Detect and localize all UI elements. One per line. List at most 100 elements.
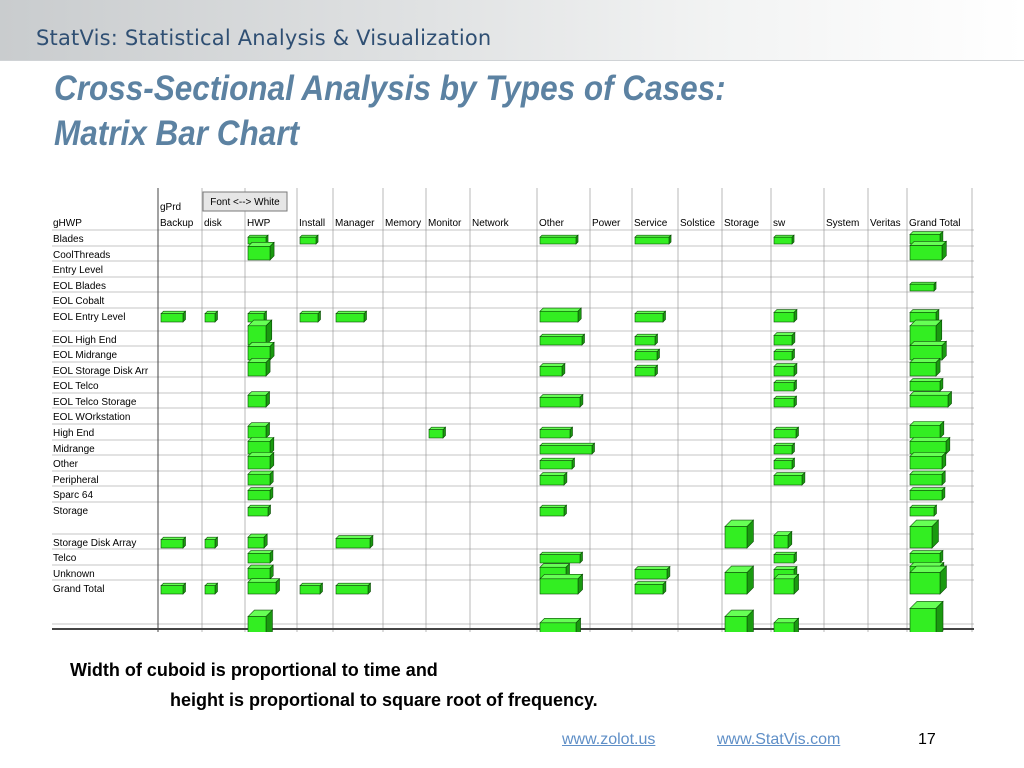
chart-background: [52, 188, 974, 632]
row-label: Grand Total: [53, 584, 105, 595]
cuboid-bar: [724, 609, 755, 632]
cuboid-front: [909, 394, 949, 408]
cuboid-top: [247, 470, 274, 475]
cuboid-front: [160, 539, 184, 549]
cuboid-side: [315, 234, 319, 245]
cuboid-bar: [247, 549, 274, 564]
font-toggle-button-bg: [202, 191, 288, 212]
row-label: Unknown: [53, 569, 95, 580]
font-toggle-button-label: Font <--> White: [210, 197, 280, 208]
cuboid-top: [773, 457, 796, 461]
zolot-link[interactable]: www.zolot.us: [562, 731, 656, 748]
row-label: Midrange: [53, 444, 95, 455]
cuboid-front: [773, 475, 803, 486]
cuboid-front: [247, 490, 271, 501]
cuboid-bar: [909, 340, 948, 361]
cuboid-bar: [247, 357, 271, 377]
cuboid-top: [909, 391, 953, 396]
row-label: EOL Telco: [53, 381, 99, 392]
cuboid-bar: [909, 600, 944, 632]
statvis-link[interactable]: www.StatVis.com: [717, 731, 841, 748]
cuboid-front: [909, 381, 941, 392]
cuboid-top: [539, 472, 568, 476]
cuboid-bar: [724, 565, 755, 595]
cuboid-front: [909, 425, 941, 439]
cuboid-bar: [773, 348, 796, 361]
font-toggle-button[interactable]: Font <--> White: [202, 191, 288, 212]
cuboid-bar: [909, 240, 948, 261]
cuboid-front: [247, 456, 271, 470]
chart-labels: gPrd gHWP Backup disk HWP Install Manager Mem…: [53, 202, 961, 595]
cuboid-front: [247, 346, 271, 361]
cuboid-top: [634, 364, 659, 368]
cuboid-front: [160, 585, 184, 595]
cuboid-bar: [539, 442, 596, 455]
cuboid-top: [539, 234, 579, 238]
cuboid-front: [773, 366, 795, 377]
cuboid-bar: [909, 308, 940, 323]
cuboid-bar: [335, 534, 374, 549]
cuboid-top: [247, 564, 274, 569]
cuboid-top: [909, 340, 948, 346]
column-header: System: [826, 218, 859, 229]
cuboid-bar: [773, 551, 798, 564]
cuboid-front: [634, 313, 664, 323]
cuboid-front: [428, 429, 444, 439]
cuboid-front: [773, 578, 795, 595]
cuboid-front: [247, 473, 271, 486]
cuboid-top: [160, 536, 187, 540]
cuboid-top: [160, 582, 187, 586]
cuboid-top: [539, 573, 584, 580]
cuboid-bar: [539, 471, 568, 486]
cuboid-bar: [539, 573, 584, 595]
cuboid-top: [634, 348, 661, 352]
cuboid-front: [909, 473, 943, 486]
cuboid-front: [724, 572, 748, 595]
cuboid-top: [773, 348, 796, 352]
cuboid-bar: [204, 582, 219, 595]
cuboid-front: [247, 441, 271, 455]
cuboid-front: [909, 362, 937, 377]
cuboid-front: [773, 351, 793, 361]
cuboid-front: [247, 567, 271, 580]
cuboid-bar: [634, 234, 672, 245]
cuboid-front: [773, 445, 793, 455]
cuboid-front: [773, 429, 797, 439]
cuboid-top: [335, 582, 372, 586]
cuboid-bar: [247, 564, 274, 580]
cuboid-bar: [773, 331, 796, 346]
column-header: sw: [773, 218, 786, 229]
cuboid-bar: [160, 582, 187, 595]
row-label: Storage: [53, 506, 88, 517]
column-header: HWP: [247, 218, 271, 229]
caption-line-1: Width of cuboid is proportional to time …: [70, 660, 438, 680]
cuboid-bar: [773, 362, 798, 377]
cuboid-front: [773, 554, 795, 564]
cuboid-bar: [909, 281, 937, 292]
cuboid-top: [539, 394, 584, 398]
cuboid-bar: [909, 451, 947, 470]
cuboid-bar: [539, 504, 568, 517]
cuboid-front: [909, 441, 947, 455]
cuboid-top: [539, 504, 568, 508]
cuboid-bar: [909, 357, 941, 377]
column-header: Memory: [385, 218, 421, 229]
cuboid-bar: [247, 451, 275, 470]
cuboid-front: [247, 616, 267, 632]
cuboid-front: [634, 367, 656, 377]
cuboid-bar: [634, 580, 667, 595]
row-label: EOL Blades: [53, 281, 106, 292]
cuboid-bar: [539, 457, 576, 470]
cuboid-bar: [909, 420, 945, 439]
cuboid-front: [539, 397, 581, 408]
cuboid-front: [909, 507, 935, 517]
cuboid-top: [247, 578, 281, 583]
cuboid-bar: [299, 582, 324, 595]
row-label: EOL Storage Disk Arr: [53, 366, 149, 377]
cuboid-top: [247, 452, 275, 457]
cuboid-bar: [634, 333, 659, 346]
cuboid-top: [773, 309, 798, 313]
cuboid-top: [299, 582, 324, 586]
cuboid-bar: [909, 565, 948, 595]
cuboid-bar: [247, 609, 274, 632]
